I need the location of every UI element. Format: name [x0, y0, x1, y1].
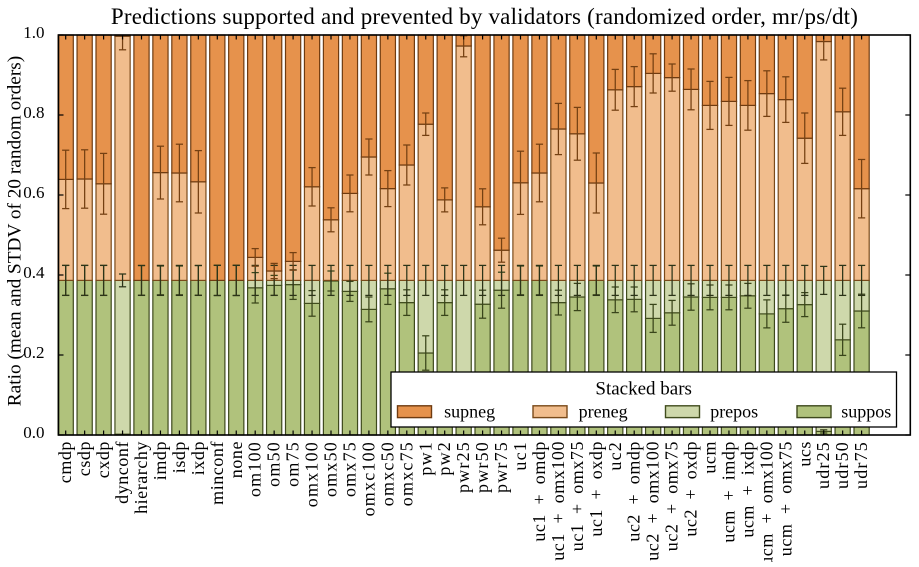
svg-text:dynconf: dynconf	[112, 441, 132, 504]
svg-text:uc1 + omdp: uc1 + omdp	[529, 441, 549, 542]
svg-text:uc2 + omx75: uc2 + omx75	[662, 441, 682, 551]
svg-text:isdp: isdp	[169, 441, 189, 473]
svg-text:prepos: prepos	[710, 402, 758, 422]
svg-text:1.0: 1.0	[23, 23, 44, 42]
svg-text:udr75: udr75	[851, 441, 871, 489]
svg-text:uc2 + omdp: uc2 + omdp	[624, 441, 644, 542]
svg-text:0.4: 0.4	[23, 263, 45, 282]
svg-text:uc1: uc1	[510, 441, 530, 471]
svg-text:Stacked bars: Stacked bars	[595, 379, 692, 400]
svg-text:ucm: ucm	[700, 441, 720, 474]
svg-text:ixdp: ixdp	[188, 441, 208, 475]
svg-text:om50: om50	[264, 441, 284, 487]
svg-text:none: none	[226, 441, 246, 478]
svg-text:ucs: ucs	[794, 441, 814, 467]
svg-text:pwr50: pwr50	[472, 441, 492, 493]
svg-text:imdp: imdp	[150, 441, 170, 480]
svg-text:Predictions supported and prev: Predictions supported and prevented by v…	[111, 4, 858, 29]
svg-text:udr25: udr25	[813, 441, 833, 489]
svg-text:ucm + imdp: ucm + imdp	[718, 441, 738, 543]
svg-text:cxdp: cxdp	[93, 441, 113, 478]
svg-text:ucm + omx75: ucm + omx75	[775, 441, 795, 556]
svg-text:omx100: omx100	[302, 441, 322, 507]
svg-text:omxc100: omxc100	[358, 441, 378, 516]
svg-text:omx50: omx50	[321, 441, 341, 497]
svg-text:uc1 + omx100: uc1 + omx100	[548, 441, 568, 561]
svg-text:supneg: supneg	[444, 402, 495, 422]
svg-text:uc2 + oxdp: uc2 + oxdp	[681, 441, 701, 537]
svg-text:0.0: 0.0	[23, 423, 44, 442]
svg-text:hierarchy: hierarchy	[131, 441, 151, 514]
svg-text:csdp: csdp	[74, 441, 94, 476]
svg-text:0.8: 0.8	[23, 103, 44, 122]
svg-text:Ratio (mean and STDV of 20 ran: Ratio (mean and STDV of 20 random orders…	[5, 56, 26, 406]
svg-text:uc2 + omx100: uc2 + omx100	[643, 441, 663, 561]
svg-text:omxc75: omxc75	[396, 441, 416, 506]
svg-text:0.6: 0.6	[23, 183, 44, 202]
svg-text:suppos: suppos	[841, 402, 891, 422]
svg-text:om75: om75	[283, 441, 303, 487]
svg-text:uc1 + oxdp: uc1 + oxdp	[586, 441, 606, 537]
svg-text:omx75: omx75	[339, 441, 359, 497]
svg-text:udr50: udr50	[832, 441, 852, 489]
svg-text:pw2: pw2	[434, 441, 454, 476]
svg-text:pwr25: pwr25	[453, 441, 473, 493]
svg-text:minconf: minconf	[207, 441, 227, 505]
svg-text:omxc50: omxc50	[377, 441, 397, 506]
svg-text:uc2: uc2	[605, 441, 625, 471]
svg-text:0.2: 0.2	[23, 343, 44, 362]
svg-text:ucm + ixdp: ucm + ixdp	[737, 441, 757, 538]
svg-text:cmdp: cmdp	[55, 441, 75, 483]
svg-text:om100: om100	[245, 441, 265, 497]
svg-text:pwr75: pwr75	[491, 441, 511, 493]
svg-text:ucm + omx100: ucm + omx100	[756, 441, 776, 562]
svg-text:preneg: preneg	[579, 402, 628, 422]
svg-text:uc1 + omx75: uc1 + omx75	[567, 441, 587, 551]
svg-text:pw1: pw1	[415, 441, 435, 476]
